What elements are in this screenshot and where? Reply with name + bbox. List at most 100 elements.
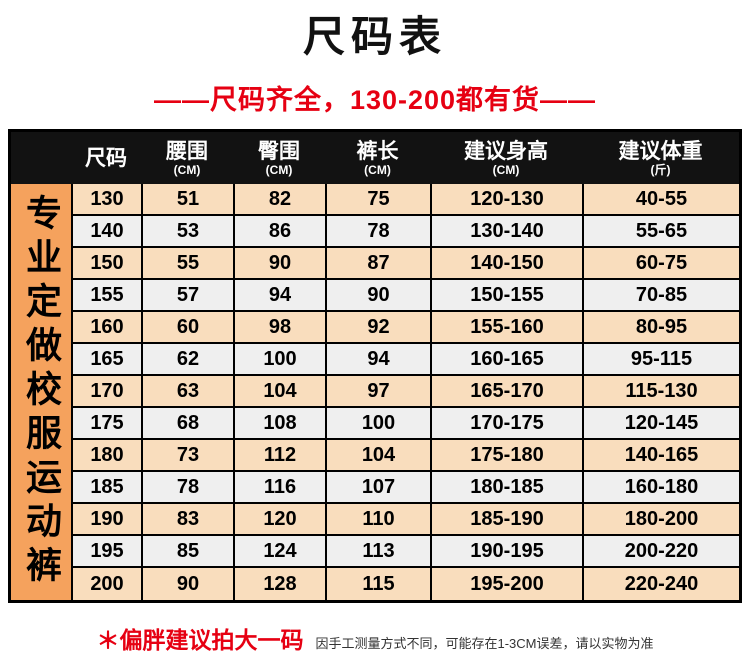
side-banner-text: 专业定做校服运动裤 <box>21 194 62 591</box>
table-cell: 85 <box>143 536 235 569</box>
table-cell: 57 <box>143 280 235 313</box>
header-label: 建议体重 <box>618 139 703 163</box>
table-cell: 86 <box>235 216 327 249</box>
table-cell: 94 <box>327 344 432 377</box>
header-cell: 腰围 (CM) <box>141 132 233 184</box>
table-cell: 170-175 <box>432 408 584 441</box>
table-cell: 160-165 <box>432 344 584 377</box>
header-label: 裤长 <box>356 139 399 163</box>
table-cell: 140-165 <box>584 440 739 473</box>
table-cell: 175 <box>73 408 143 441</box>
footer-note-bold: ＊偏胖建议拍大一码 <box>96 627 304 654</box>
table-cell: 51 <box>143 184 235 217</box>
size-chart-table: 尺码 腰围 (CM) 臀围 (CM) 裤长 (CM) 建议身高 (CM) 建议体重 (斤) 专业定做… <box>8 129 742 604</box>
table-cell: 83 <box>143 504 235 537</box>
table-row: 190 83 120 110 185-190 180-200 <box>73 504 739 537</box>
header-cell: 尺码 <box>71 132 141 184</box>
table-cell: 180-185 <box>432 472 584 505</box>
table-cell: 200 <box>73 568 143 601</box>
table-cell: 200-220 <box>584 536 739 569</box>
table-cell: 94 <box>235 280 327 313</box>
table-cell: 92 <box>327 312 432 345</box>
table-cell: 90 <box>235 248 327 281</box>
table-cell: 116 <box>235 472 327 505</box>
table-cell: 170 <box>73 376 143 409</box>
table-cell: 73 <box>143 440 235 473</box>
table-row: 160 60 98 92 155-160 80-95 <box>73 312 739 345</box>
table-row: 180 73 112 104 175-180 140-165 <box>73 440 739 473</box>
table-cell: 150-155 <box>432 280 584 313</box>
table-cell: 130 <box>73 184 143 217</box>
table-row: 195 85 124 113 190-195 200-220 <box>73 536 739 569</box>
table-cell: 108 <box>235 408 327 441</box>
table-cell: 195-200 <box>432 568 584 601</box>
table-cell: 150 <box>73 248 143 281</box>
table-cell: 190-195 <box>432 536 584 569</box>
table-cell: 160 <box>73 312 143 345</box>
table-cell: 62 <box>143 344 235 377</box>
side-banner: 专业定做校服运动裤 <box>11 184 73 601</box>
table-cell: 95-115 <box>584 344 739 377</box>
table-cell: 97 <box>327 376 432 409</box>
table-cell: 120-145 <box>584 408 739 441</box>
header-cell: 裤长 (CM) <box>325 132 430 184</box>
footer-note: ＊偏胖建议拍大一码 因手工测量方式不同，可能存在1-3CM误差，请以实物为准 <box>0 621 750 655</box>
table-row: 185 78 116 107 180-185 160-180 <box>73 472 739 505</box>
table-cell: 90 <box>143 568 235 601</box>
table-cell: 63 <box>143 376 235 409</box>
table-cell: 195 <box>73 536 143 569</box>
table-cell: 75 <box>327 184 432 217</box>
header-unit: (CM) <box>265 162 293 177</box>
table-cell: 155 <box>73 280 143 313</box>
table-cell: 78 <box>143 472 235 505</box>
header-label: 建议身高 <box>464 139 548 163</box>
table-cell: 70-85 <box>584 280 739 313</box>
table-cell: 100 <box>327 408 432 441</box>
table-cell: 82 <box>235 184 327 217</box>
header-label: 腰围 <box>166 139 208 163</box>
table-cell: 128 <box>235 568 327 601</box>
table-cell: 155-160 <box>432 312 584 345</box>
table-body: 130 51 82 75 120-130 40-55 140 53 86 78 130-140 55-… <box>73 184 739 601</box>
table-cell: 115-130 <box>584 376 739 409</box>
table-cell: 68 <box>143 408 235 441</box>
table-cell: 107 <box>327 472 432 505</box>
footer-note-small: 因手工测量方式不同，可能存在1-3CM误差，请以实物为准 <box>315 636 654 652</box>
table-row: 140 53 86 78 130-140 55-65 <box>73 216 739 249</box>
header-cell: 臀围 (CM) <box>233 132 325 184</box>
table-cell: 190 <box>73 504 143 537</box>
header-unit: (斤) <box>650 162 671 177</box>
table-cell: 124 <box>235 536 327 569</box>
header-corner-cell <box>11 132 71 184</box>
table-cell: 185 <box>73 472 143 505</box>
table-body-wrap: 专业定做校服运动裤 130 51 82 75 120-130 40-55 140 53 86 78… <box>11 184 739 601</box>
table-cell: 80-95 <box>584 312 739 345</box>
table-row: 165 62 100 94 160-165 95-115 <box>73 344 739 377</box>
table-cell: 100 <box>235 344 327 377</box>
table-cell: 180 <box>73 440 143 473</box>
table-cell: 104 <box>235 376 327 409</box>
table-cell: 104 <box>327 440 432 473</box>
header-unit: (CM) <box>173 162 201 177</box>
table-row: 150 55 90 87 140-150 60-75 <box>73 248 739 281</box>
table-cell: 175-180 <box>432 440 584 473</box>
header-cell: 建议身高 (CM) <box>430 132 582 184</box>
table-cell: 60-75 <box>584 248 739 281</box>
availability-subtitle: ——尺码齐全，130-200都有货—— <box>153 85 597 116</box>
table-cell: 90 <box>327 280 432 313</box>
table-cell: 185-190 <box>432 504 584 537</box>
table-cell: 78 <box>327 216 432 249</box>
page-title: 尺码表 <box>302 13 447 60</box>
table-row: 200 90 128 115 195-200 220-240 <box>73 568 739 601</box>
header-unit: (CM) <box>492 162 520 177</box>
header-unit: (CM) <box>364 162 391 177</box>
table-cell: 87 <box>327 248 432 281</box>
header-cell: 建议体重 (斤) <box>582 132 739 184</box>
table-cell: 55 <box>143 248 235 281</box>
table-cell: 110 <box>327 504 432 537</box>
table-cell: 220-240 <box>624 572 699 595</box>
header-label: 尺码 <box>85 146 127 170</box>
table-cell: 165-170 <box>432 376 584 409</box>
table-row: 175 68 108 100 170-175 120-145 <box>73 408 739 441</box>
table-cell: 55-65 <box>584 216 739 249</box>
